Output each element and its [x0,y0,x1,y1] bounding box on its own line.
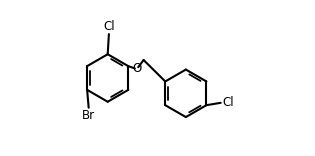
Text: O: O [132,62,141,75]
Text: Br: Br [82,109,95,122]
Text: Cl: Cl [222,96,233,109]
Text: Cl: Cl [103,20,115,33]
